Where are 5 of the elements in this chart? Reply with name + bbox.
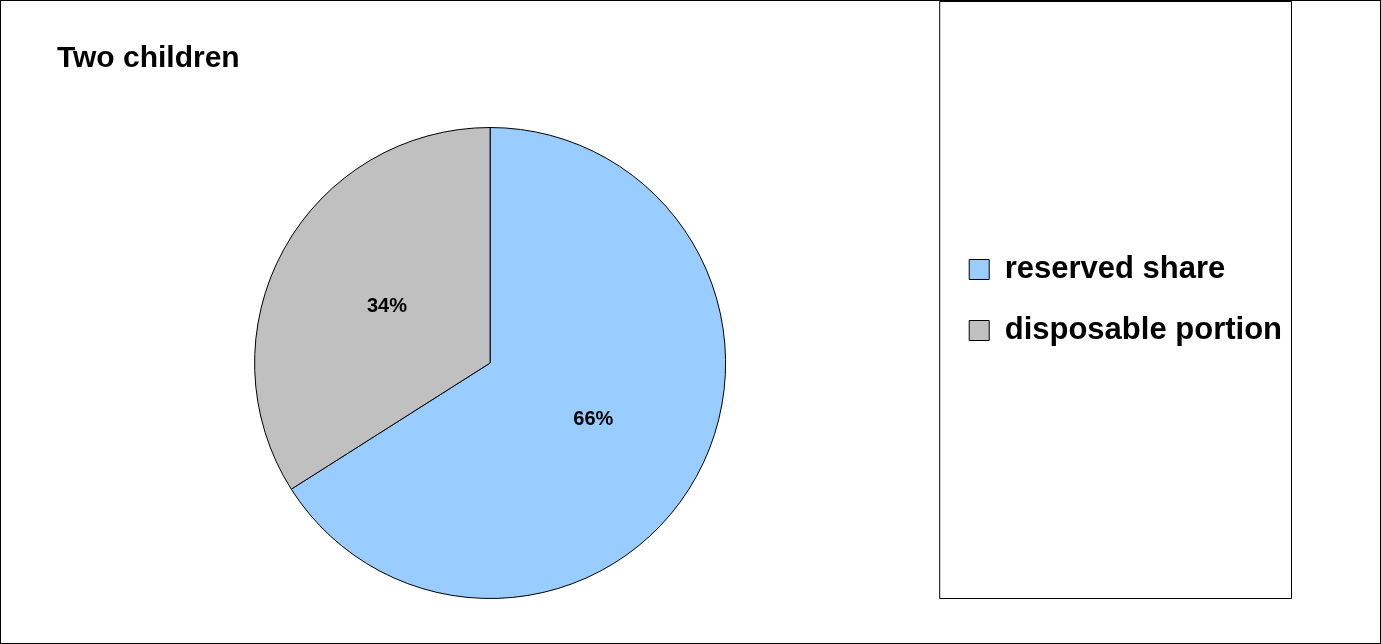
legend-label: reserved share bbox=[1004, 250, 1226, 286]
chart-title: Two children bbox=[56, 40, 240, 74]
data-label: 66% bbox=[573, 407, 614, 430]
legend-label: disposable portion bbox=[1004, 311, 1283, 347]
data-label: 34% bbox=[366, 293, 408, 316]
